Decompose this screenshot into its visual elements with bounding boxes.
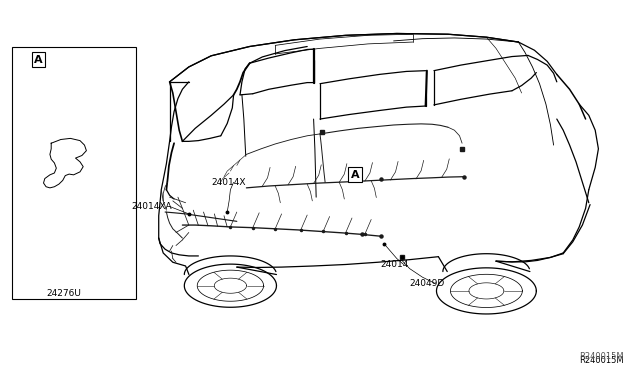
Text: A: A: [34, 55, 43, 64]
Text: 24049D: 24049D: [410, 279, 445, 288]
Text: 24014: 24014: [381, 260, 409, 269]
Text: 24276U: 24276U: [47, 289, 81, 298]
Bar: [12, 46, 136, 299]
Text: 24014X: 24014X: [211, 178, 246, 187]
Text: R240015M: R240015M: [579, 352, 624, 361]
Text: A: A: [351, 170, 360, 180]
Text: 24014XA: 24014XA: [131, 202, 172, 211]
Text: R240015M: R240015M: [579, 356, 624, 365]
